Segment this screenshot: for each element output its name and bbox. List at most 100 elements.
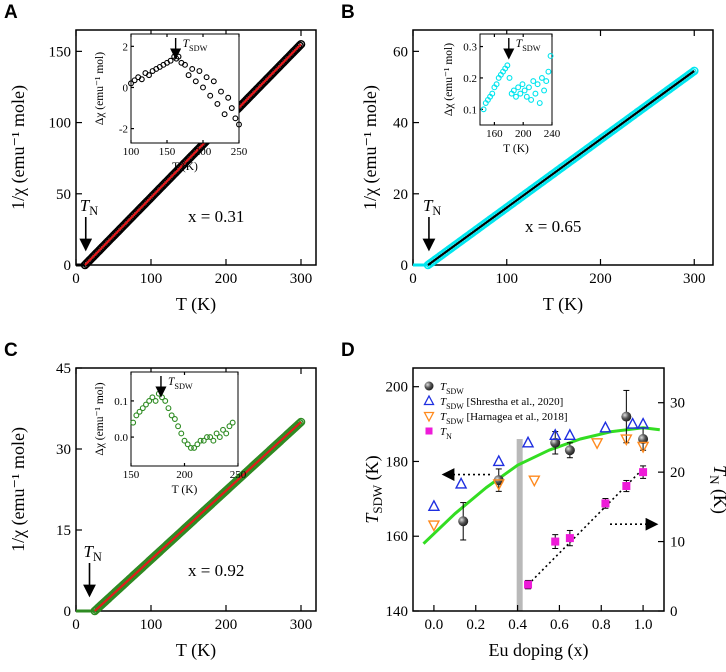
panel-c-inset-xtick-label: 150 [123,469,140,481]
panel-b: B 0 100 200 300 0 20 40 60 T (K) 1/χ (emu⁻¹ mole) T… [341,2,714,315]
panel-c-xtick-label: 100 [140,617,163,633]
panel-d-ylabel-right-sub: N [707,475,722,485]
panel-a-inset-point [236,121,242,128]
panel-b-inset-point [530,78,537,85]
panel-c-inset-tsdw-label: TSDW [168,376,193,391]
legend-entry: TSDW [440,381,464,396]
panel-c-inset-xtick-label: 200 [176,469,193,481]
panel-b-inset-tsdw-label-sub: SDW [522,44,541,53]
legend-entry-sub: SDW [446,402,464,411]
panel-d-point-tn [601,499,610,508]
panel-a-ytick-label: 100 [49,116,72,132]
panel-a-inset-point [182,61,188,68]
legend-entry-tail: [Shrestha et al., 2020] [464,396,564,408]
panel-a-inset-point [203,74,210,81]
panel-b-inset-point [538,74,545,81]
panel-c-inset-point [130,419,137,426]
panel-b-tn-label-main: T [423,196,434,215]
panel-c-inset-point [216,434,223,441]
panel-b-inset-point [519,81,526,88]
panel-a-inset-xtick-label: 150 [159,146,176,158]
panel-b-inset-point [504,62,511,69]
panel-d-point-tn [639,468,648,477]
panel-b-inset-tsdw-label-main: T [516,38,524,50]
panel-a-inset-ytick-label: 2 [123,41,129,53]
panel-a-inset-xtick-label: 200 [195,146,212,158]
panel-a-xtick-label: 0 [72,271,80,287]
panel-d-xtick-label: 1.0 [634,617,653,633]
panel-c-frame [75,367,317,612]
panel-c-tn-label-main: T [84,542,95,561]
panel-a-inset-point [128,80,134,87]
panel-d-xtick-label: 0.4 [508,617,527,633]
panel-b-inset-point [543,78,550,85]
legend-entry-sub: SDW [446,417,464,426]
panel-c-inset-point [200,437,207,444]
panel-d-ytick-label: 140 [386,604,409,620]
panel-c-inset-point [197,437,204,444]
panel-a-inset-point [131,77,138,84]
panel-a-ylabel: 1/χ (emu⁻¹ mole) [8,85,29,210]
panel-c-tn-label: TN [84,542,102,564]
legend-entry-main: T [440,411,447,423]
panel-a-data-point [296,39,306,49]
panel-c: C 0 100 200 300 0 15 30 45 T (K) 1/χ (emu⁻¹ mole) T… [4,340,317,661]
panel-d-point-tsdw [638,434,649,445]
panel-d-point-harnagea [620,434,633,447]
panel-c-inset-point [168,412,175,419]
panel-d-point-harnagea [590,438,604,450]
panel-b-inset-point [493,81,500,88]
panel-c-xlabel: T (K) [176,640,216,661]
panel-c-inset-tsdw-label-sub: SDW [174,382,193,391]
panel-a-inset-point [196,68,203,74]
panel-c-inset-point [194,441,201,448]
panel-c-tn-label-sub: N [93,550,102,564]
panel-b-fit-line [427,70,695,266]
panel-d-ytick-label: 180 [386,454,409,470]
panel-b-ytick-label: 20 [393,187,408,203]
panel-d-point-tsdw [550,437,561,448]
panel-c-inset-xlabel: T (K) [172,484,198,496]
panel-d-letter: D [341,340,355,361]
panel-c-ytick-label: 15 [56,523,71,539]
panel-c-inset-point [175,423,182,430]
legend-entry-main: T [440,426,447,438]
panel-d-point-shrestha [563,428,577,440]
panel-d-point-harnagea [528,475,541,488]
panel-c-inset-point [171,416,178,422]
legend-entry: TSDW [Harnagea et al., 2018] [440,411,568,426]
panel-d-xtick-label: 0.6 [550,617,569,633]
panel-b-xlabel: T (K) [543,294,583,315]
panel-d-point-shrestha [521,435,535,448]
panel-c-ytick-label: 30 [56,442,71,458]
panel-b-tn-label-sub: N [432,204,441,218]
panel-d-point-tn [565,534,574,543]
panel-d-ytick-label: 200 [386,380,409,396]
panel-d-point-tsdw [621,411,632,422]
panel-b-inset-point [526,84,532,91]
panel-a-inset-point [225,94,232,101]
panel-b-letter: B [341,2,355,23]
panel-d-frame [412,367,665,612]
panel-c-inset-point [226,423,233,430]
panel-a-inset-ytick-label: 0 [123,82,129,94]
panel-b-inset-xtick-label: 200 [515,128,532,140]
panel-c-letter: C [4,340,18,361]
panel-a-inset-tsdw-label-main: T [183,38,191,50]
panel-a-tn-label-main: T [80,196,91,215]
panel-c-inset-ytick-label: 0.0 [114,432,128,444]
panel-c-inset-tsdw-label-main: T [168,376,176,388]
panel-d-fit-curve [422,426,660,545]
panel-a-tn-label: TN [80,196,98,218]
panel-a-inset-point [192,78,199,85]
panel-d-point-shrestha [626,417,639,429]
panel-c-inset-point [213,430,220,437]
panel-d-point-tn [524,580,533,589]
panel-b-inset-xtick-label: 160 [486,128,503,140]
panel-c-inset-point [187,444,194,451]
panel-c-inset-point [152,397,159,404]
legend-entry: TN [440,426,452,441]
panel-a-xtick-label: 200 [215,271,238,287]
panel-b-xtick-label: 0 [409,271,417,287]
legend-entry: TSDW [Shrestha et al., 2020] [440,396,563,411]
